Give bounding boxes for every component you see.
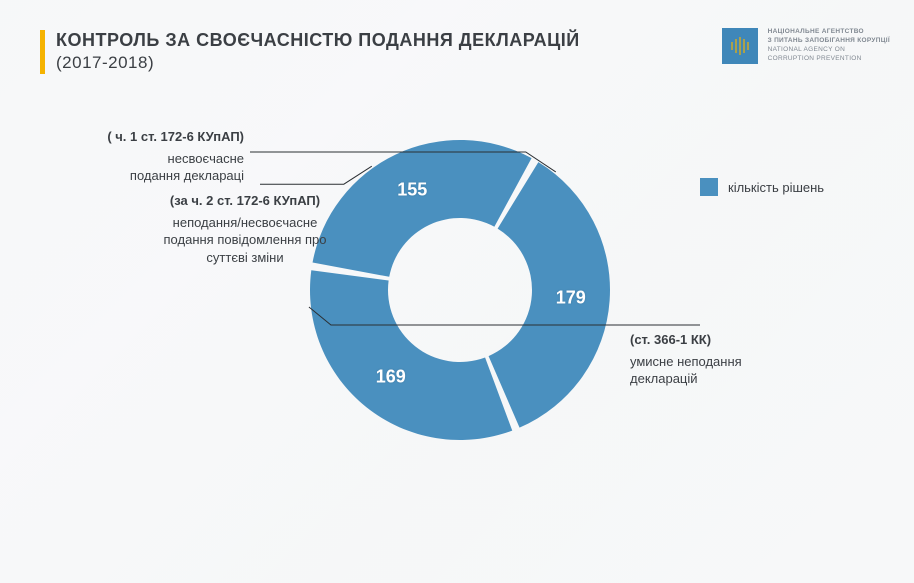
chart-area: 179 155 169 ( ч. 1 ст. 172-6 КУпАП) несв… [0,100,914,570]
slice-value-179: 179 [556,287,586,308]
logo-text: НАЦІОНАЛЬНЕ АГЕНТСТВО З ПИТАНЬ ЗАПОБІГАН… [768,28,890,63]
legend-label: кількість рішень [728,180,824,195]
callout-slice-3: (ст. 366-1 КК) умисне неподання декларац… [630,331,830,388]
agency-logo: НАЦІОНАЛЬНЕ АГЕНТСТВО З ПИТАНЬ ЗАПОБІГАН… [722,28,890,64]
slice-value-155: 155 [397,179,427,200]
callout-slice-2: (за ч. 2 ст. 172-6 КУпАП) неподання/несв… [125,166,365,266]
legend-swatch [700,178,718,196]
slice-value-169: 169 [376,366,406,387]
page-subtitle: (2017-2018) [56,53,580,73]
legend: кількість рішень [700,178,824,196]
logo-icon [722,28,758,64]
accent-bar [40,30,45,74]
title-block: КОНТРОЛЬ ЗА СВОЄЧАСНІСТЮ ПОДАННЯ ДЕКЛАРА… [56,30,580,73]
page-title: КОНТРОЛЬ ЗА СВОЄЧАСНІСТЮ ПОДАННЯ ДЕКЛАРА… [56,30,580,51]
